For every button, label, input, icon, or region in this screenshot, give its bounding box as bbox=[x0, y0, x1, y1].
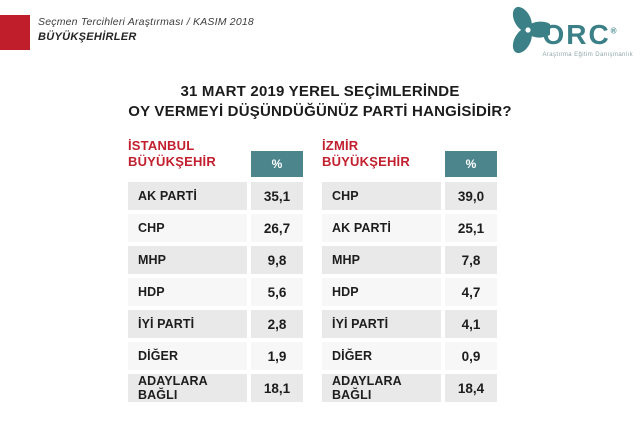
party-value: 2,8 bbox=[251, 310, 303, 338]
table-izmir-rows: CHP 39,0 AK PARTİ 25,1 MHP 7,8 HDP 4,7 İ… bbox=[322, 182, 497, 402]
orc-logo: ORC® Araştırma Eğitim Danışmanlık bbox=[506, 3, 633, 61]
party-value: 25,1 bbox=[445, 214, 497, 242]
table-row: AK PARTİ 25,1 bbox=[322, 214, 497, 242]
orc-tagline: Araştırma Eğitim Danışmanlık bbox=[542, 52, 633, 58]
party-label: AK PARTİ bbox=[128, 182, 247, 210]
table-istanbul-rows: AK PARTİ 35,1 CHP 26,7 MHP 9,8 HDP 5,6 İ… bbox=[128, 182, 303, 402]
party-value: 0,9 bbox=[445, 342, 497, 370]
orc-trefoil-icon bbox=[506, 3, 551, 61]
table-row: ADAYLARA BAĞLI 18,4 bbox=[322, 374, 497, 402]
party-value: 9,8 bbox=[251, 246, 303, 274]
question-line-1: 31 MART 2019 YEREL SEÇİMLERİNDE bbox=[180, 83, 460, 100]
table-row: DİĞER 0,9 bbox=[322, 342, 497, 370]
report-section: BÜYÜKŞEHİRLER bbox=[38, 31, 137, 43]
table-row: İYİ PARTİ 4,1 bbox=[322, 310, 497, 338]
table-row: HDP 4,7 bbox=[322, 278, 497, 306]
question-line-2: OY VERMEYİ DÜŞÜNDÜĞÜNÜZ PARTİ HANGİSİDİR… bbox=[128, 102, 512, 120]
party-label: MHP bbox=[322, 246, 441, 274]
table-istanbul: İSTANBUL BÜYÜKŞEHİR % AK PARTİ 35,1 CHP … bbox=[128, 135, 303, 402]
table-row: DİĞER 1,9 bbox=[128, 342, 303, 370]
party-label: MHP bbox=[128, 246, 247, 274]
party-label: HDP bbox=[322, 278, 441, 306]
table-izmir: İZMİR BÜYÜKŞEHİR % CHP 39,0 AK PARTİ 25,… bbox=[322, 135, 497, 402]
party-label: ADAYLARA BAĞLI bbox=[322, 374, 441, 402]
orc-logo-text: ORC® Araştırma Eğitim Danışmanlık bbox=[542, 21, 633, 61]
party-label: DİĞER bbox=[128, 342, 247, 370]
brand-accent-block bbox=[0, 15, 30, 50]
party-value: 26,7 bbox=[251, 214, 303, 242]
party-value: 1,9 bbox=[251, 342, 303, 370]
party-label: DİĞER bbox=[322, 342, 441, 370]
table-row: MHP 7,8 bbox=[322, 246, 497, 274]
city-line-1: İSTANBUL bbox=[128, 138, 195, 154]
question-headline: 31 MART 2019 YEREL SEÇİMLERİNDE OY VERME… bbox=[0, 82, 640, 122]
table-row: CHP 39,0 bbox=[322, 182, 497, 210]
city-title-izmir: İZMİR BÜYÜKŞEHİR bbox=[322, 138, 410, 177]
table-izmir-header: İZMİR BÜYÜKŞEHİR % bbox=[322, 135, 497, 177]
orc-wordmark: ORC bbox=[542, 19, 611, 50]
city-line-2: BÜYÜKŞEHİR bbox=[322, 153, 410, 169]
table-row: AK PARTİ 35,1 bbox=[128, 182, 303, 210]
report-header: Seçmen Tercihleri Araştırması / KASIM 20… bbox=[38, 16, 254, 43]
table-istanbul-header: İSTANBUL BÜYÜKŞEHİR % bbox=[128, 135, 303, 177]
city-line-1: İZMİR bbox=[322, 138, 359, 154]
percent-column-header: % bbox=[445, 151, 497, 177]
party-label: ADAYLARA BAĞLI bbox=[128, 374, 247, 402]
party-label: İYİ PARTİ bbox=[322, 310, 441, 338]
percent-column-header: % bbox=[251, 151, 303, 177]
party-value: 5,6 bbox=[251, 278, 303, 306]
table-row: MHP 9,8 bbox=[128, 246, 303, 274]
party-label: CHP bbox=[128, 214, 247, 242]
party-label: CHP bbox=[322, 182, 441, 210]
table-row: HDP 5,6 bbox=[128, 278, 303, 306]
party-value: 4,1 bbox=[445, 310, 497, 338]
party-label: İYİ PARTİ bbox=[128, 310, 247, 338]
party-value: 18,1 bbox=[251, 374, 303, 402]
table-row: İYİ PARTİ 2,8 bbox=[128, 310, 303, 338]
city-line-2: BÜYÜKŞEHİR bbox=[128, 153, 216, 169]
party-value: 4,7 bbox=[445, 278, 497, 306]
party-value: 39,0 bbox=[445, 182, 497, 210]
table-row: ADAYLARA BAĞLI 18,1 bbox=[128, 374, 303, 402]
party-value: 18,4 bbox=[445, 374, 497, 402]
party-label: AK PARTİ bbox=[322, 214, 441, 242]
report-title: Seçmen Tercihleri Araştırması / KASIM 20… bbox=[38, 16, 254, 28]
party-label: HDP bbox=[128, 278, 247, 306]
city-title-istanbul: İSTANBUL BÜYÜKŞEHİR bbox=[128, 138, 216, 177]
registered-mark: ® bbox=[610, 26, 617, 36]
party-value: 7,8 bbox=[445, 246, 497, 274]
table-row: CHP 26,7 bbox=[128, 214, 303, 242]
party-value: 35,1 bbox=[251, 182, 303, 210]
